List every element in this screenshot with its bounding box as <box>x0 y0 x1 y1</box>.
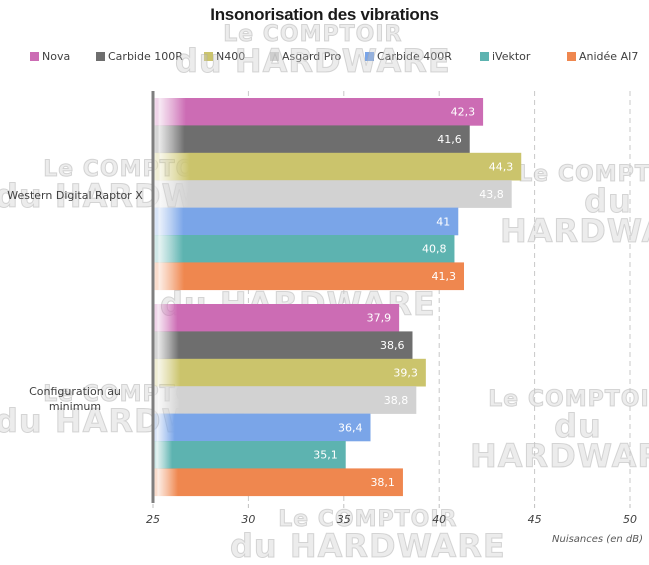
data-label: 37,9 <box>367 312 392 325</box>
data-label: 39,3 <box>393 367 418 380</box>
chart-plot: 42,3 41,6 44,3 43,8 41 40,8 41,3 37,9 38,6 39,3 38… <box>146 91 637 526</box>
bar-nova-config-minimum <box>153 304 400 332</box>
legend-label: Carbide 400R <box>377 50 452 63</box>
legend: Nova Carbide 100R N400 Asgard Pro Carbide 40… <box>0 50 649 66</box>
legend-swatch <box>96 52 105 61</box>
legend-swatch <box>204 52 213 61</box>
legend-item: Anidée AI7 <box>567 50 638 63</box>
data-label: 38,1 <box>370 476 395 489</box>
legend-item: Carbide 100R <box>96 50 183 63</box>
legend-item: N400 <box>204 50 245 63</box>
x-tick-label: 40 <box>432 513 446 526</box>
legend-label: N400 <box>216 50 246 63</box>
x-axis-title: Nuisances (en dB) <box>552 534 643 545</box>
category-label-line: minimum <box>48 400 102 413</box>
bar-carbide-400r-config-minimum <box>153 413 371 442</box>
data-label: 36,4 <box>338 421 363 434</box>
legend-label: Carbide 100R <box>108 50 183 63</box>
legend-item: Carbide 400R <box>365 50 452 63</box>
category-label-line: Western Digital Raptor X <box>7 188 143 202</box>
legend-item: iVektor <box>480 50 530 63</box>
bar-carbide-100r-config-minimum <box>153 331 413 360</box>
data-label: 38,6 <box>380 339 405 352</box>
data-label: 41,3 <box>432 270 457 283</box>
data-label: 44,3 <box>489 161 514 174</box>
x-tick-label: 45 <box>528 513 542 526</box>
data-label: 35,1 <box>313 449 338 462</box>
data-label: 43,8 <box>479 188 504 201</box>
legend-swatch <box>270 52 279 61</box>
data-label: 38,8 <box>384 394 409 407</box>
bar-anid-e-ai7-config-minimum <box>153 468 403 497</box>
x-tick-label: 50 <box>623 513 637 526</box>
bar-n400-wd-raptor-x <box>153 152 522 181</box>
bar-nova-wd-raptor-x <box>153 98 484 126</box>
legend-item: Asgard Pro <box>270 50 341 63</box>
legend-swatch <box>567 52 576 61</box>
bar-anid-e-ai7-wd-raptor-x <box>153 262 465 291</box>
legend-label: Nova <box>42 50 71 63</box>
legend-label: Asgard Pro <box>282 50 342 63</box>
bar-ivektor-wd-raptor-x <box>153 235 455 263</box>
bar-carbide-400r-wd-raptor-x <box>153 207 459 236</box>
category-label: Configuration au minimum <box>0 384 150 414</box>
legend-item: Nova <box>30 50 70 63</box>
legend-swatch <box>365 52 374 61</box>
data-label: 42,3 <box>451 106 476 119</box>
x-tick-label: 35 <box>337 513 351 526</box>
legend-swatch <box>480 52 489 61</box>
data-label: 41 <box>436 215 450 228</box>
data-label: 40,8 <box>422 243 447 256</box>
bar-n400-config-minimum <box>153 358 426 387</box>
legend-label: Anidée AI7 <box>579 50 639 63</box>
category-label-line: Configuration au <box>29 385 121 398</box>
legend-swatch <box>30 52 39 61</box>
x-tick-label: 25 <box>146 513 160 526</box>
legend-label: iVektor <box>492 50 531 63</box>
bar-asgard-pro-wd-raptor-x <box>153 180 512 208</box>
chart-title: Insonorisation des vibrations <box>210 5 439 24</box>
x-tick-label: 30 <box>241 513 255 526</box>
bar-ivektor-config-minimum <box>153 441 346 469</box>
bar-carbide-100r-wd-raptor-x <box>153 125 470 154</box>
category-label: Western Digital Raptor X <box>0 188 150 203</box>
bar-asgard-pro-config-minimum <box>153 386 417 414</box>
data-label: 41,6 <box>437 133 462 146</box>
